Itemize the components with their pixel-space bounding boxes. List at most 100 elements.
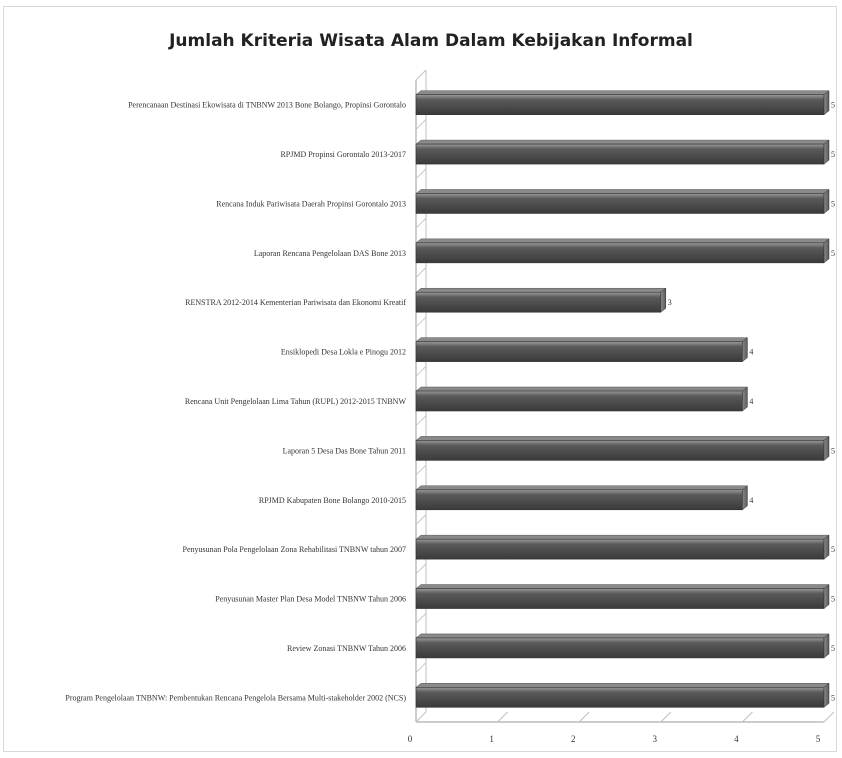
bar-end-cap: [823, 534, 830, 560]
bar-top-face: [415, 337, 749, 342]
data-label: 5: [831, 595, 835, 604]
bar-top-face: [415, 633, 830, 639]
bar-end-cap: [742, 386, 748, 412]
x-tick-label: 3: [653, 734, 658, 744]
bar-group: 4: [415, 386, 753, 412]
data-label: 5: [831, 199, 835, 208]
bar-top-face: [415, 436, 830, 441]
data-label: 3: [668, 298, 672, 307]
category-label: Ensiklopedi Desa Lokla e Pinogu 2012: [281, 348, 406, 357]
bar-top-face: [415, 139, 830, 145]
bar-top-face: [415, 238, 830, 244]
category-separator: [415, 711, 427, 723]
category-label: RENSTRA 2012-2014 Kementerian Pariwisata…: [185, 298, 406, 307]
category-label: Rencana Unit Pengelolaan Lima Tahun (RUP…: [185, 397, 407, 406]
category-label: Penyusunan Master Plan Desa Model TNBNW …: [215, 595, 406, 604]
chart-frame: [3, 6, 837, 752]
data-label: 5: [831, 693, 835, 702]
bar-top-face: [415, 386, 749, 392]
bar-group: 5: [415, 584, 835, 610]
x-floor-tick: [660, 711, 672, 723]
bar-top-face: [415, 485, 749, 491]
category-separator: [415, 415, 427, 427]
x-tick-label: 4: [734, 734, 739, 744]
bar: [415, 193, 825, 214]
category-label: Laporan 5 Desa Das Bone Tahun 2011: [283, 446, 406, 455]
x-floor-tick: [742, 711, 753, 723]
bar-end-cap: [742, 337, 748, 363]
bar-end-cap: [823, 584, 830, 610]
x-tick-label: 0: [408, 734, 413, 744]
category-label: RPJMD Kabupaten Bone Bolango 2010-2015: [259, 496, 406, 505]
data-label: 5: [831, 249, 835, 258]
bar-group: 4: [415, 337, 753, 363]
bar-end-cap: [823, 188, 830, 214]
bar: [415, 440, 825, 461]
category-separator: [415, 514, 427, 525]
bar: [415, 489, 743, 511]
data-label: 5: [831, 644, 835, 653]
bar-group: 4: [415, 485, 753, 511]
bar-group: 5: [415, 90, 835, 116]
x-floor-tick: [578, 711, 590, 723]
bar-group: 5: [415, 435, 835, 461]
category-separator: [415, 119, 427, 130]
data-label: 5: [831, 545, 835, 554]
bar-top-face: [415, 534, 830, 540]
bar: [415, 94, 825, 115]
category-label: Program Pengelolaan TNBNW: Pembentukan R…: [65, 693, 406, 702]
bar-end-cap: [823, 139, 830, 165]
category-label: Penyusunan Pola Pengelolaan Zona Rehabil…: [183, 545, 406, 554]
bar-group: 3: [415, 287, 672, 313]
category-separator: [415, 365, 427, 377]
bar: [415, 390, 743, 412]
data-label: 5: [831, 150, 835, 159]
x-tick-label: 1: [489, 734, 494, 744]
bars: 5 5 5 5 3 4 4 5 4 5 5 5 5: [415, 90, 835, 708]
x-tick-label: 2: [571, 734, 576, 744]
bar: [415, 242, 825, 264]
category-separator: [415, 612, 427, 624]
category-label: RPJMD Propinsi Gorontalo 2013-2017: [280, 150, 406, 159]
bar: [415, 637, 825, 659]
category-separator: [415, 563, 427, 575]
bar-end-cap: [823, 90, 830, 116]
category-separator: [415, 217, 427, 229]
data-label: 5: [831, 446, 835, 455]
bar-group: 5: [415, 534, 835, 560]
data-label: 4: [749, 397, 753, 406]
category-separator: [415, 69, 427, 81]
category-label: Laporan Rencana Pengelolaan DAS Bone 201…: [254, 249, 406, 258]
bar-top-face: [415, 683, 830, 688]
bar-group: 5: [415, 188, 835, 214]
category-labels: Perencanaan Destinasi Ekowisata di TNBNW…: [65, 101, 406, 703]
bar-top-face: [415, 189, 830, 194]
bar-group: 5: [415, 633, 835, 659]
category-label: Rencana Induk Pariwisata Daerah Propinsi…: [216, 199, 406, 208]
category-separator: [415, 267, 427, 278]
bar: [415, 687, 825, 708]
bar: [415, 291, 662, 313]
category-separator: [415, 168, 427, 180]
bar-end-cap: [823, 633, 830, 659]
bar-top-face: [415, 584, 830, 589]
bar-end-cap: [823, 238, 830, 264]
bar-group: 5: [415, 139, 835, 165]
data-label: 4: [749, 348, 753, 357]
bar-end-cap: [742, 485, 748, 511]
bar: [415, 341, 743, 362]
x-floor-tick: [823, 711, 835, 723]
x-tick-label: 5: [816, 734, 821, 744]
x-tick-labels: 0 1 2 3 4 5: [408, 734, 821, 744]
bar-end-cap: [660, 287, 667, 313]
category-separator: [415, 464, 427, 476]
bar: [415, 538, 825, 560]
chart-title: Jumlah Kriteria Wisata Alam Dalam Kebija…: [168, 31, 693, 51]
bar-group: 5: [415, 238, 835, 264]
x-floor-tick: [497, 711, 508, 723]
data-label: 4: [749, 496, 753, 505]
data-label: 5: [831, 101, 835, 110]
bar-top-face: [415, 90, 830, 95]
